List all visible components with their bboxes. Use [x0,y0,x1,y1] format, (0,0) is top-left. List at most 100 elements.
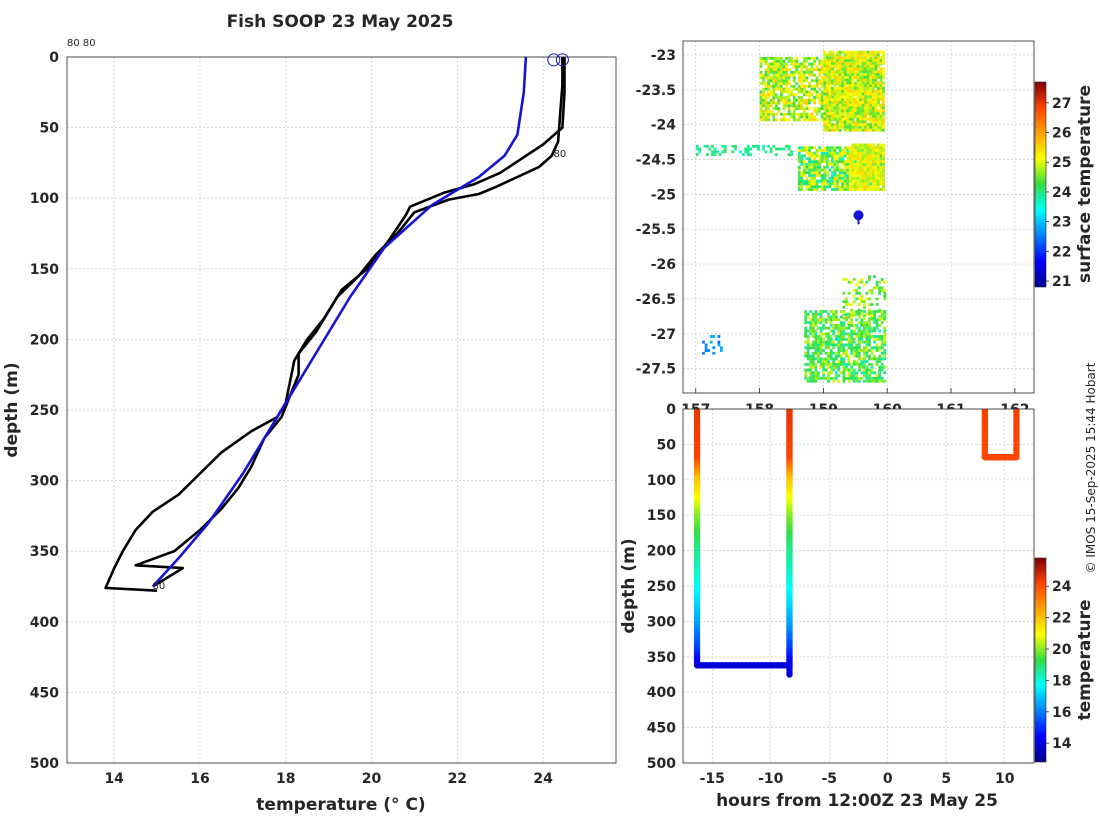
sst-cell [790,73,793,77]
sst-cell [861,64,865,68]
sst-cell [882,56,885,60]
sst-cell [847,314,851,317]
sst-cell [803,90,806,94]
sst-cell [790,62,793,66]
sst-cell [852,379,856,383]
sst-cell [850,315,853,319]
sst-cell [792,93,796,97]
sst-cell [777,65,781,69]
sst-cell [804,326,808,330]
sst-cell [865,351,869,355]
sst-cell [831,123,834,126]
sst-cell [777,110,781,113]
sst-cell [856,61,860,65]
sst-cell [866,103,870,107]
sst-cell [874,56,878,60]
sst-cell [854,128,857,132]
sst-cell [820,151,824,155]
sst-cell [846,53,850,57]
sst-cell [792,107,796,110]
sst-cell [863,346,866,350]
sst-cell [838,75,842,79]
sst-cell [832,351,836,355]
sst-cell [851,188,855,191]
sst-cell [823,128,827,132]
sst-cell [843,95,847,99]
sst-cell [863,363,866,366]
sst-cell [707,349,711,352]
sst-cell [838,70,842,74]
sst-cell [805,157,809,161]
sst-cell [846,50,850,54]
sst-cell [847,324,851,327]
sst-cell [846,182,850,186]
sst-cell [785,82,788,85]
sst-cell [833,128,837,132]
sst-cell [843,81,847,85]
sst-cell [831,103,834,107]
sst-cell [848,163,852,166]
sst-cell [866,174,870,177]
sst-cell [856,126,860,129]
sst-cell [841,92,845,96]
sst-cell [877,70,880,74]
sst-cell [805,151,809,155]
sst-cell [797,146,801,150]
sst-cell [863,340,866,344]
sst-cell [850,332,853,336]
sst-cell [880,317,884,320]
sst-cell [829,321,833,324]
sst-cell [827,357,830,361]
sst-cell [866,70,870,74]
sst-cell [841,89,845,93]
sst-cell [804,321,808,324]
sst-cell [785,101,788,105]
sst-cell [774,76,778,80]
sst-cell [797,174,801,177]
sst-cell [861,59,865,62]
sst-cell [759,82,763,85]
sst-cell [864,114,867,118]
sst-cell [814,321,818,324]
sst-cell [859,78,862,82]
sst-cell [845,368,848,372]
sst-cell [800,149,804,152]
sst-cell [854,87,857,90]
sst-cell [843,112,847,115]
sst-cell [800,174,804,177]
sst-cell [780,65,783,69]
sst-cell [805,59,809,63]
sst-cell [813,154,816,158]
sst-cell [836,126,839,129]
sst-cell [861,112,865,115]
sst-cell [792,71,796,74]
sst-cell [820,104,824,108]
sst-cell [875,343,879,347]
sst-cell [811,371,815,375]
sst-cell [855,326,859,330]
sst-cell [828,73,832,76]
sst-cell [772,57,776,60]
sst-cell [818,160,822,163]
sst-cell [859,50,862,54]
sst-cell [833,157,837,161]
sst-cell [808,160,811,163]
sst-cell [774,57,778,60]
sst-cell [828,176,832,180]
map-y-tick-label: -27.5 [636,362,676,378]
sst-cell [846,128,850,132]
sst-cell [836,95,839,99]
sst-cell [764,150,768,154]
sst-cell [842,377,846,380]
sst-cell [882,179,885,183]
sst-cell [860,311,864,315]
sst-cell [824,326,828,330]
sst-cell [795,93,799,97]
sst-cell [868,275,871,278]
sst-cell [826,163,829,166]
sst-cell [859,123,862,126]
sst-cell [848,75,852,79]
sst-cell [878,360,882,363]
sst-cell [811,346,815,350]
